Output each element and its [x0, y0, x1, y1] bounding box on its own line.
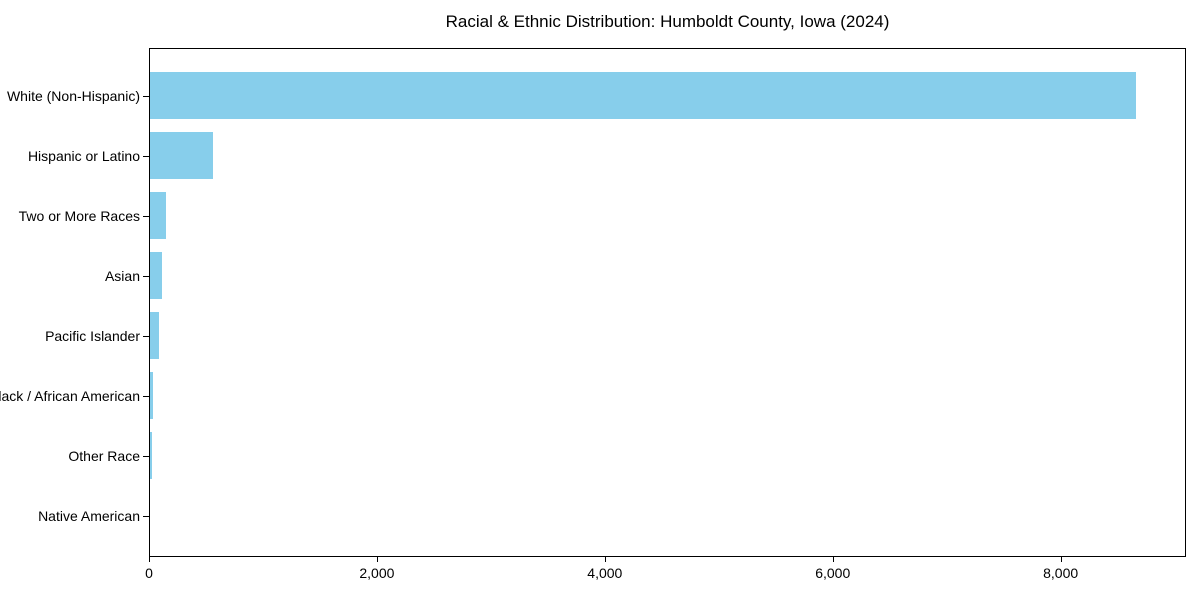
bar	[150, 192, 167, 239]
bar	[150, 132, 213, 179]
x-tick-mark	[376, 557, 378, 562]
y-axis-tick	[143, 396, 149, 397]
category-label: Hispanic or Latino	[27, 148, 140, 164]
x-tick-label: 6,000	[815, 565, 851, 581]
x-tick-label: 2,000	[359, 565, 395, 581]
y-axis-tick	[143, 516, 149, 517]
y-axis-tick	[143, 216, 149, 217]
bar-row: Other Race	[68, 426, 1185, 486]
category-label: Other Race	[68, 448, 140, 464]
y-axis-tick	[143, 276, 149, 277]
category-label: Pacific Islander	[45, 328, 140, 344]
x-tick-label: 8,000	[1043, 565, 1079, 581]
category-label: Asian	[104, 268, 140, 284]
x-tick-mark	[1060, 557, 1062, 562]
x-tick-label: 4,000	[587, 565, 623, 581]
bar	[150, 312, 160, 359]
bar-row: Native American	[38, 486, 1185, 546]
category-label: Black / African American	[0, 388, 140, 404]
bar-row: Asian	[105, 246, 1185, 306]
x-axis: 0 2,000 4,000 6,000 8,000	[145, 557, 1186, 597]
x-tick-label: 0	[145, 565, 153, 581]
plot-area: White (Non-Hispanic) Hispanic or Latino Tw…	[0, 48, 1186, 557]
category-label: Native American	[38, 508, 140, 524]
category-label: Two or More Races	[18, 208, 140, 224]
bar	[150, 372, 153, 419]
bar	[150, 72, 1137, 119]
bar-row: Pacific Islander	[45, 306, 1185, 366]
bar-row: White (Non-Hispanic)	[7, 66, 1185, 126]
x-tick-mark	[149, 557, 150, 562]
y-axis-tick	[143, 96, 149, 97]
x-tick-mark	[604, 557, 606, 562]
bar-row: Hispanic or Latino	[28, 126, 1185, 186]
bar-row: Black / African American	[0, 366, 1185, 426]
y-axis-tick	[143, 336, 149, 337]
category-label: White (Non-Hispanic)	[6, 88, 140, 104]
y-axis-tick	[143, 156, 149, 157]
x-tick-mark	[832, 557, 834, 562]
y-axis-tick	[143, 456, 149, 457]
bar-row: Two or More Races	[19, 186, 1185, 246]
bar	[150, 252, 162, 299]
chart-title: Racial & Ethnic Distribution: Humboldt C…	[445, 12, 890, 31]
bar	[150, 432, 153, 479]
